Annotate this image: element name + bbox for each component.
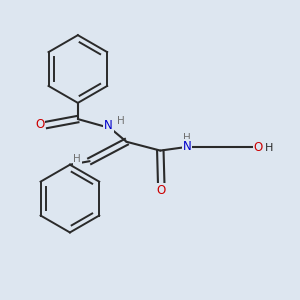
Text: H: H (183, 133, 191, 143)
Text: O: O (35, 118, 44, 131)
Text: N: N (183, 140, 191, 153)
Text: N: N (104, 119, 112, 132)
Text: H: H (117, 116, 124, 126)
Text: H: H (265, 143, 273, 153)
Text: O: O (157, 184, 166, 197)
Text: H: H (74, 154, 81, 164)
Text: O: O (254, 141, 263, 154)
